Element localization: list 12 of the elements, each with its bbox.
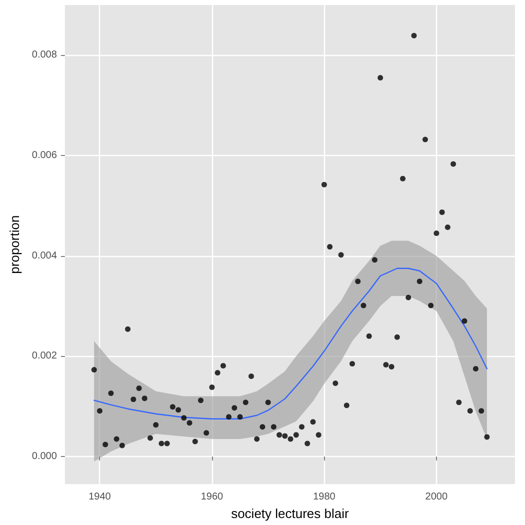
y-tick-label: 0.000 bbox=[32, 451, 58, 462]
y-tick-label: 0.002 bbox=[32, 350, 58, 362]
y-tick-label: 0.006 bbox=[32, 150, 58, 162]
x-tick-label: 2000 bbox=[425, 492, 448, 503]
x-tick-label: 1940 bbox=[88, 492, 112, 503]
y-axis-title: proportion bbox=[7, 215, 22, 274]
x-axis-title: society lectures blair bbox=[231, 506, 350, 521]
y-tick-label: 0.008 bbox=[32, 50, 58, 61]
x-tick-label: 1980 bbox=[313, 492, 336, 503]
line-series bbox=[94, 268, 488, 420]
y-tick-label: 0.004 bbox=[32, 250, 58, 262]
x-tick-label: 1960 bbox=[200, 492, 224, 503]
